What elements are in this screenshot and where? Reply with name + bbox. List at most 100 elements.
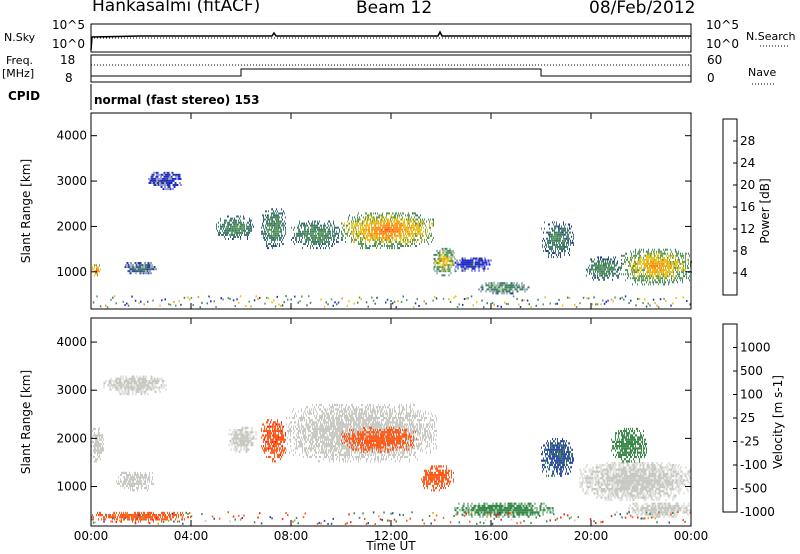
scatter-cell-power-6 — [375, 228, 376, 231]
scatter-cell-power-10 — [560, 252, 561, 255]
scatter-cell-vel-3 — [149, 514, 150, 517]
scatter-cell-power-5 — [322, 234, 323, 237]
scatter-cell-vel-4 — [243, 446, 245, 449]
scatter-cell-power-6 — [358, 236, 359, 239]
scatter-cell-power-7 — [434, 270, 436, 273]
noise-cell-power — [462, 303, 464, 306]
scatter-cell-power-11 — [608, 272, 609, 275]
scatter-cell-power-12 — [630, 273, 631, 276]
scatter-cell-vel-3 — [139, 518, 140, 521]
scatter-cell-power-12 — [621, 254, 622, 257]
scatter-cell-power-11 — [605, 274, 606, 277]
scatter-cell-vel-1 — [133, 388, 135, 391]
scatter-cell-power-3 — [235, 236, 236, 238]
scatter-cell-power-11 — [597, 260, 598, 263]
scatter-cell-power-6 — [357, 224, 358, 227]
scatter-cell-vel-4 — [253, 437, 255, 440]
scatter-cell-power-10 — [544, 221, 545, 224]
scatter-cell-power-1 — [135, 268, 137, 271]
scatter-cell-power-12 — [638, 279, 639, 282]
scatter-cell-vel-0 — [95, 460, 96, 463]
scatter-cell-vel-5 — [267, 421, 268, 424]
scatter-cell-power-8 — [464, 261, 466, 264]
scatter-cell-power-3 — [247, 236, 248, 238]
scatter-cell-power-3 — [239, 227, 240, 230]
scatter-cell-power-4 — [277, 210, 278, 213]
scatter-cell-power-10 — [546, 243, 547, 246]
scatter-cell-vel-1 — [125, 379, 127, 383]
scatter-cell-vel-1 — [143, 390, 145, 393]
scatter-cell-vel-0 — [93, 455, 94, 459]
scatter-cell-power-12 — [646, 258, 647, 261]
scatter-cell-power-4 — [274, 228, 275, 231]
scatter-cell-power-5 — [312, 236, 313, 239]
scatter-cell-vel-0 — [100, 445, 101, 448]
scatter-cell-vel-5 — [265, 447, 266, 450]
scatter-cell-power-10 — [569, 254, 570, 257]
scatter-cell-power-1 — [133, 266, 135, 269]
scatter-cell-power-11 — [591, 266, 592, 269]
colorbar-tick-label: 12 — [740, 222, 755, 236]
scatter-cell-power-6 — [372, 220, 373, 223]
scatter-cell-power-12 — [681, 269, 682, 272]
scatter-cell-power-12 — [664, 279, 665, 282]
scatter-cell-power-10 — [545, 248, 546, 250]
scatter-cell-power-4 — [281, 236, 282, 239]
scatter-cell-power-12 — [645, 254, 646, 257]
scatter-cell-power-5 — [335, 232, 336, 235]
scatter-cell-power-4 — [277, 218, 278, 221]
scatter-cell-power-12 — [632, 256, 633, 259]
scatter-cell-power-1 — [153, 268, 155, 271]
scatter-cell-power-4 — [266, 220, 267, 223]
scatter-cell-power-1 — [130, 272, 132, 275]
scatter-cell-power-4 — [271, 208, 272, 211]
scatter-cell-power-2 — [168, 179, 170, 182]
scatter-cell-power-2 — [162, 184, 164, 186]
scatter-cell-power-7 — [436, 249, 438, 252]
scatter-cell-power-3 — [232, 227, 233, 230]
scatter-cell-vel-2 — [152, 476, 153, 479]
scatter-cell-vel-4 — [250, 439, 252, 442]
scatter-cell-power-12 — [636, 262, 637, 265]
scatter-cell-power-12 — [669, 267, 670, 269]
scatter-cell-power-5 — [333, 230, 334, 233]
scatter-cell-power-11 — [608, 276, 609, 279]
scatter-cell-power-10 — [566, 241, 567, 244]
scatter-cell-power-9 — [501, 290, 503, 293]
scatter-cell-power-12 — [634, 271, 635, 274]
scatter-cell-power-5 — [315, 240, 316, 243]
scatter-cell-power-12 — [647, 265, 648, 267]
scatter-cell-power-5 — [298, 228, 299, 231]
scatter-cell-power-10 — [562, 233, 563, 236]
scatter-cell-power-7 — [440, 253, 442, 256]
scatter-cell-power-11 — [597, 270, 598, 273]
scatter-cell-vel-1 — [131, 386, 133, 389]
scatter-cell-power-3 — [223, 233, 224, 236]
scatter-cell-power-10 — [558, 231, 559, 234]
scatter-cell-power-5 — [310, 247, 311, 250]
scatter-cell-vel-2 — [130, 476, 131, 479]
scatter-cell-power-6 — [396, 240, 397, 243]
scatter-cell-power-9 — [480, 290, 482, 293]
scatter-cell-vel-1 — [131, 388, 133, 391]
scatter-cell-power-12 — [657, 269, 658, 272]
scatter-cell-vel-4 — [239, 433, 241, 436]
scatter-cell-power-6 — [399, 226, 400, 229]
scatter-cell-vel-2 — [117, 482, 118, 485]
scatter-cell-power-7 — [450, 253, 452, 256]
scatter-cell-power-5 — [325, 247, 326, 250]
scatter-cell-power-6 — [377, 234, 378, 237]
scatter-cell-power-11 — [602, 258, 603, 261]
scatter-cell-power-5 — [317, 222, 318, 225]
scatter-cell-power-4 — [261, 230, 262, 233]
scatter-cell-power-6 — [366, 220, 367, 223]
scatter-cell-power-2 — [180, 177, 182, 180]
scatter-cell-power-5 — [321, 232, 322, 235]
scatter-cell-vel-2 — [132, 476, 133, 479]
scatter-cell-power-4 — [271, 240, 272, 243]
scatter-cell-power-10 — [565, 227, 566, 230]
scatter-cell-power-6 — [421, 240, 422, 243]
scatter-cell-power-12 — [673, 281, 674, 284]
colorbar-tick-label: 8 — [740, 244, 748, 258]
scatter-cell-vel-1 — [161, 377, 163, 380]
